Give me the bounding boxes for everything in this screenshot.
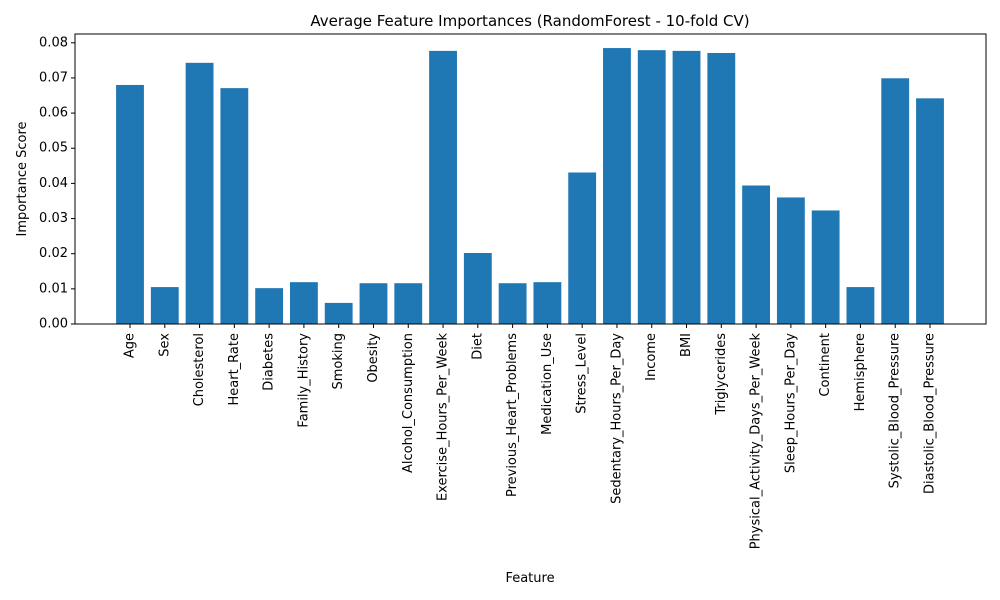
x-tick-label: Stress_Level — [575, 333, 590, 414]
bar-heart-rate — [220, 88, 249, 324]
x-tick-label: Obesity — [366, 333, 381, 383]
x-tick-label: Continent — [818, 333, 833, 397]
bar-sex — [150, 287, 179, 324]
x-tick-label: Sedentary_Hours_Per_Day — [609, 333, 624, 504]
bars-group — [116, 48, 944, 325]
y-tick-label: 0.05 — [39, 141, 68, 156]
bar-stress-level — [568, 172, 597, 324]
bar-diet — [463, 252, 492, 324]
bar-alcohol-consumption — [394, 283, 423, 324]
y-tick-label: 0.03 — [39, 211, 68, 226]
x-tick-label: Heart_Rate — [227, 333, 242, 406]
bar-previous-heart-problems — [498, 283, 527, 324]
bar-age — [116, 84, 144, 324]
bar-income — [637, 50, 666, 325]
x-tick-label: Exercise_Hours_Per_Week — [436, 333, 451, 501]
x-axis: Age Sex Cholesterol Heart_Rate Diabetes Famil… — [123, 324, 938, 549]
bar-cholesterol — [185, 62, 214, 324]
y-tick-label: 0.04 — [39, 176, 68, 191]
x-tick-label: Alcohol_Consumption — [401, 333, 416, 473]
bar-bmi — [672, 50, 701, 325]
x-tick-label: Family_History — [296, 333, 311, 428]
y-axis: 0.00 0.01 0.02 0.03 0.04 0.05 0.06 0.07 0.08 — [39, 35, 75, 332]
y-axis-label: Importance Score — [15, 121, 30, 236]
x-tick-label: Income — [644, 333, 659, 381]
y-tick-label: 0.01 — [39, 281, 68, 296]
x-tick-label: Medication_Use — [540, 333, 555, 435]
y-tick-label: 0.06 — [39, 106, 68, 121]
x-tick-label: Cholesterol — [192, 333, 207, 406]
x-tick-label: Smoking — [331, 333, 346, 390]
x-tick-label: Sex — [157, 333, 172, 357]
x-tick-label: BMI — [679, 333, 694, 357]
bar-family-history — [290, 282, 318, 324]
bar-continent — [811, 210, 840, 324]
x-tick-label: Sleep_Hours_Per_Day — [783, 333, 798, 473]
bar-hemisphere — [846, 287, 875, 324]
bar-systolic-blood-pressure — [881, 78, 910, 324]
x-tick-label: Diastolic_Blood_Pressure — [923, 333, 938, 494]
y-tick-label: 0.02 — [39, 246, 68, 261]
bar-medication-use — [533, 282, 562, 324]
x-tick-label: Systolic_Blood_Pressure — [888, 333, 903, 488]
bar-diabetes — [255, 288, 284, 324]
x-tick-label: Diet — [470, 333, 485, 360]
x-tick-label: Triglycerides — [714, 333, 729, 416]
bar-smoking — [324, 302, 353, 324]
x-tick-label: Physical_Activity_Days_Per_Week — [749, 333, 764, 550]
bar-exercise-hours-per-week — [429, 50, 457, 325]
x-tick-label: Previous_Heart_Problems — [505, 333, 520, 497]
x-tick-label: Age — [123, 333, 138, 358]
x-axis-label: Feature — [505, 571, 554, 586]
y-tick-label: 0.07 — [39, 70, 68, 85]
bar-sleep-hours-per-day — [776, 197, 805, 324]
bar-sedentary-hours-per-day — [603, 48, 631, 325]
y-tick-label: 0.08 — [39, 35, 68, 50]
plot-frame — [74, 33, 987, 325]
bar-triglycerides — [707, 52, 736, 324]
y-tick-label: 0.00 — [39, 317, 68, 332]
bar-physical-activity-days-per-week — [742, 185, 770, 324]
x-tick-label: Hemisphere — [853, 333, 868, 411]
chart-title: Average Feature Importances (RandomFores… — [310, 12, 749, 30]
bar-diastolic-blood-pressure — [916, 98, 944, 324]
x-tick-label: Diabetes — [262, 333, 277, 391]
plot-area: 0.00 0.01 0.02 0.03 0.04 0.05 0.06 0.07 0.08 Age… — [39, 33, 987, 549]
bar-obesity — [359, 283, 388, 324]
